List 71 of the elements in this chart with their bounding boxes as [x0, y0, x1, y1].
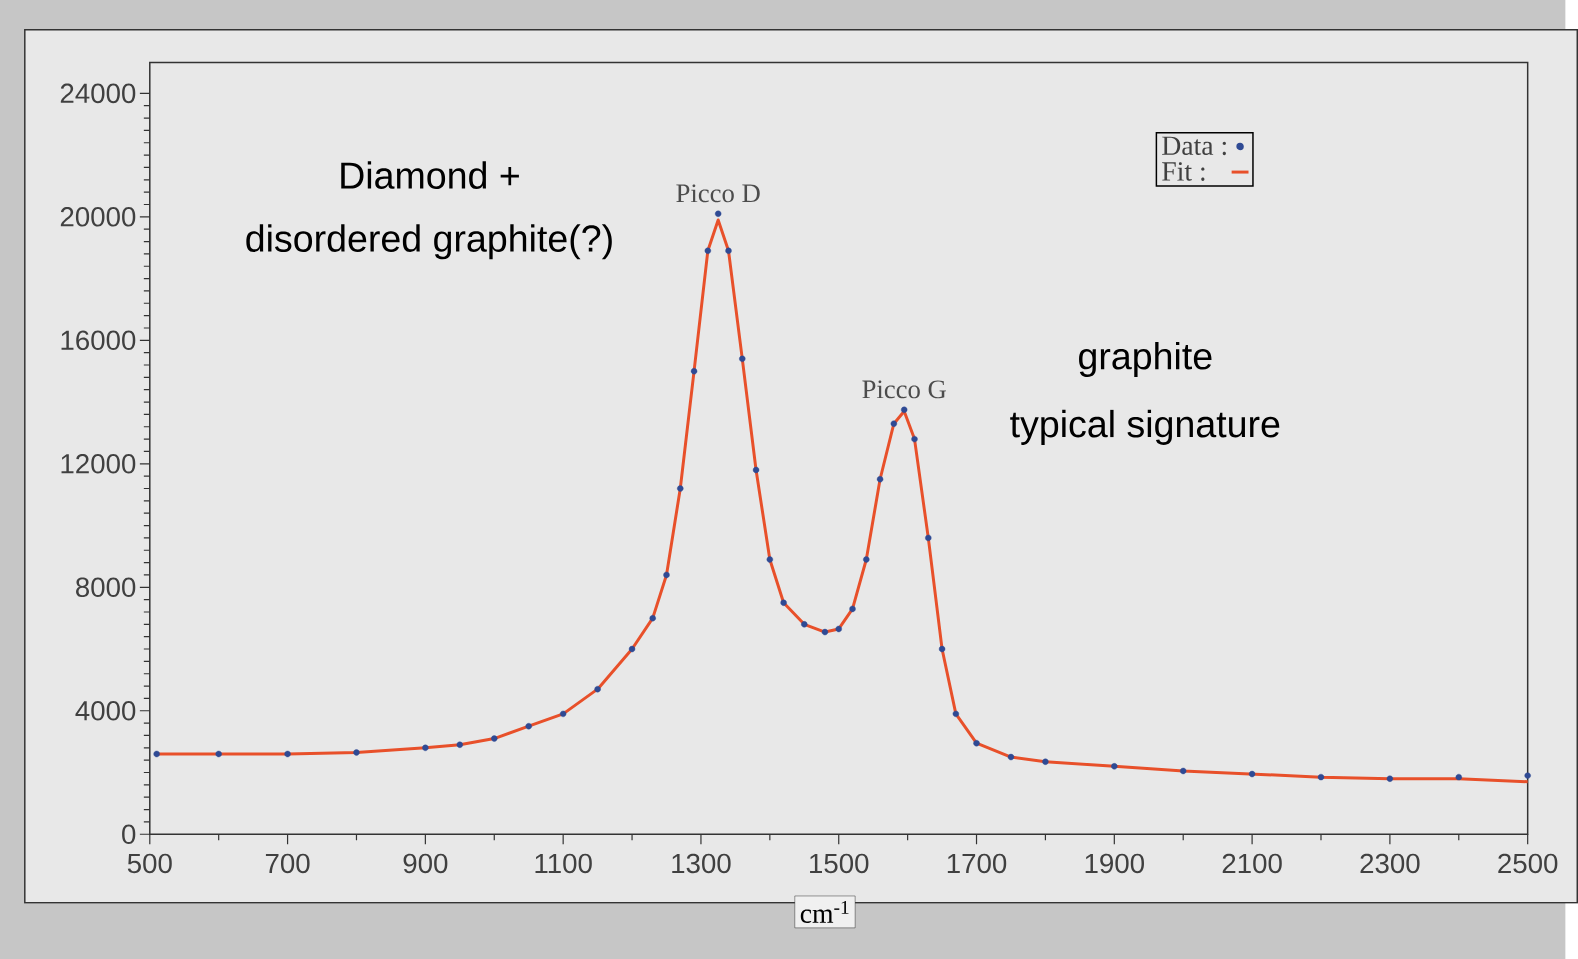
point	[801, 621, 808, 628]
annotation: disordered graphite(?)	[246, 224, 612, 260]
annotation: graphite	[1079, 341, 1212, 377]
x-tick-label: 1300	[672, 853, 731, 874]
point	[1111, 763, 1118, 770]
y-tick-label: 24000	[60, 83, 136, 104]
x-tick-label: 1500	[810, 853, 869, 874]
point	[715, 210, 722, 217]
point	[890, 420, 898, 427]
point	[594, 685, 601, 693]
y-tick-label: 20000	[60, 206, 136, 227]
point	[1386, 775, 1394, 782]
x-tick-label: 1700	[947, 853, 1007, 874]
point	[876, 475, 884, 483]
y-tick-label: 12000	[61, 453, 136, 474]
point	[525, 722, 532, 730]
x-axis-title: cm$^{-1}$	[800, 900, 849, 923]
point	[704, 247, 712, 254]
point	[766, 556, 774, 563]
point	[725, 247, 732, 254]
point	[863, 556, 870, 563]
point	[739, 355, 746, 362]
x-tick-label: 900	[403, 853, 448, 874]
point	[649, 614, 656, 622]
x-tick-label: 700	[265, 853, 310, 874]
point	[1007, 753, 1015, 761]
point	[628, 645, 636, 653]
point	[456, 741, 463, 748]
point	[422, 744, 429, 751]
x-tick-label: 500	[127, 853, 172, 874]
x-tick-label: 2300	[1360, 853, 1420, 874]
point	[1455, 773, 1462, 781]
point	[952, 710, 960, 717]
annotation: typical signature	[1010, 409, 1280, 445]
point	[284, 750, 291, 758]
y-tick-label: 8000	[76, 577, 136, 597]
point	[1317, 773, 1325, 781]
point	[215, 750, 222, 758]
legend-label: Fit :	[1162, 162, 1205, 181]
legend-label: Data :	[1162, 136, 1226, 156]
point	[780, 599, 787, 606]
point	[353, 749, 360, 756]
annotation: Picco G	[862, 380, 946, 399]
point	[973, 739, 980, 747]
point	[849, 605, 856, 612]
x-tick-label: 2100	[1222, 853, 1282, 874]
point	[1524, 772, 1531, 779]
point	[153, 750, 160, 758]
annotation: Picco D	[676, 184, 760, 203]
point	[835, 625, 842, 633]
point	[491, 735, 498, 742]
x-tick-label: 1900	[1085, 853, 1144, 874]
point	[821, 628, 829, 636]
x-tick-label: 1100	[535, 853, 592, 874]
y-tick-label: 0	[122, 824, 136, 844]
x-tick-label: 2500	[1498, 853, 1558, 874]
point	[752, 466, 760, 474]
point	[1180, 767, 1187, 775]
point	[1042, 758, 1049, 765]
point	[911, 435, 918, 443]
y-tick-label: 4000	[75, 700, 136, 721]
point	[677, 485, 684, 492]
y-tick-label: 16000	[61, 330, 136, 350]
annotation: Diamond +	[341, 161, 519, 189]
point	[901, 406, 908, 413]
point	[559, 710, 567, 717]
point	[925, 534, 932, 541]
point	[690, 367, 698, 375]
point	[1248, 770, 1256, 778]
point	[938, 645, 946, 653]
point	[663, 571, 670, 578]
